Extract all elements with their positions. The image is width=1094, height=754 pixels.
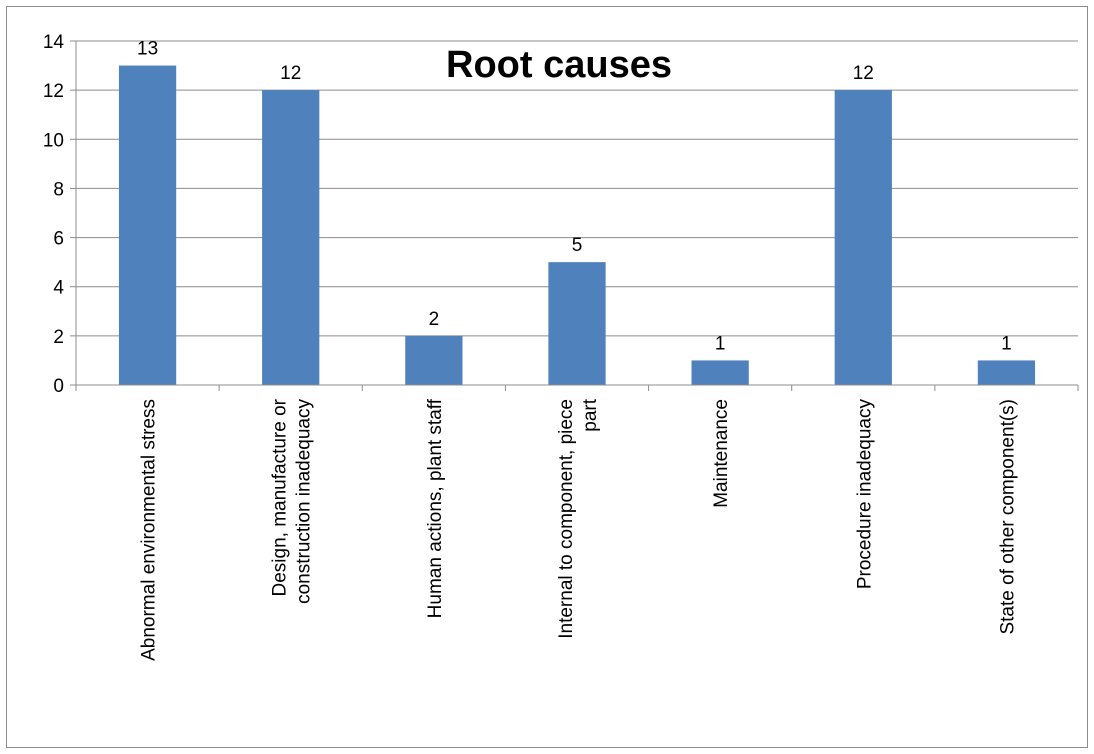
category-label-line: Abnormal environmental stress [139,399,160,661]
category-label: Abnormal environmental stress [139,399,160,661]
bar [977,360,1036,385]
data-label: 1 [1001,333,1012,354]
category-label: Design, manufacture or construction inade… [270,398,315,604]
y-tick-label: 8 [53,179,64,200]
y-tick-label: 6 [53,229,64,250]
data-label: 13 [137,39,158,60]
bar [405,335,463,385]
data-label: 12 [280,63,301,84]
bar [118,65,177,386]
data-label: 1 [715,333,726,354]
category-label-line: Procedure inadequacy [854,399,875,590]
bar [691,360,749,385]
bar [262,90,320,386]
grid-lines [76,40,1078,337]
data-label: 2 [429,309,440,330]
category-label: Internal to component, piece part [556,398,601,638]
bars [118,65,1036,386]
data-label: 5 [572,235,583,256]
category-label: Human actions, plant staff [425,398,446,618]
category-label-line: Human actions, plant staff [425,398,446,618]
chart-title: Root causes [446,44,672,86]
category-label-line: Maintenance [711,399,732,508]
y-tick-label: 0 [53,376,64,397]
category-labels: Abnormal environmental stress Design, man… [139,398,1019,661]
y-tick-label: 14 [43,32,65,53]
category-label: State of other component(s) [997,399,1018,635]
data-label: 12 [853,63,874,84]
category-label-line: part [580,398,601,431]
chart-frame [6,6,1088,748]
y-tick-label: 10 [43,130,64,151]
category-label-line: Internal to component, piece [556,399,577,639]
bar [834,90,892,386]
y-tick-label: 4 [53,278,64,299]
category-label-line: Design, manufacture or [270,398,291,596]
y-tick-labels: 0 2 4 6 8 10 12 14 [43,32,65,397]
data-labels: 13 12 2 5 1 12 1 [137,39,1012,355]
axes [70,40,1079,391]
y-tick-label: 12 [43,81,64,102]
category-label: Maintenance [711,399,732,508]
category-label-line: construction inadequacy [294,399,315,604]
y-tick-label: 2 [53,327,64,348]
category-label: Procedure inadequacy [854,399,875,590]
category-label-line: State of other component(s) [997,399,1018,635]
bar [548,262,606,385]
